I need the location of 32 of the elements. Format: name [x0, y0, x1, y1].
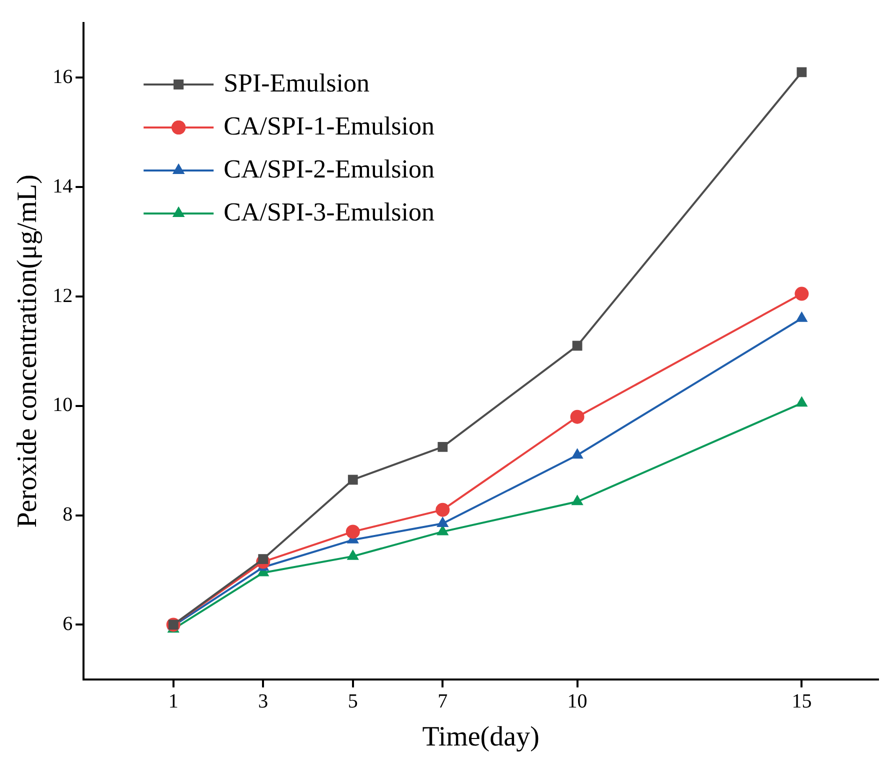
- y-axis-title: Peroxide concentration(μg/mL): [12, 174, 44, 528]
- legend-label: CA/SPI-2-Emulsion: [224, 154, 435, 184]
- y-tick-label: 8: [62, 504, 73, 526]
- point: [438, 442, 448, 452]
- y-tick-label: 14: [52, 175, 73, 198]
- point: [571, 494, 584, 506]
- legend-label: CA/SPI-1-Emulsion: [224, 111, 435, 140]
- x-tick-label: 5: [348, 690, 358, 713]
- y-tick-label: 16: [52, 66, 73, 88]
- y-tick-label: 12: [52, 284, 73, 307]
- y-tick-label: 10: [52, 394, 73, 416]
- point: [570, 410, 584, 424]
- point: [346, 524, 360, 539]
- x-tick-label: 10: [567, 690, 588, 713]
- point: [436, 516, 449, 528]
- point: [346, 549, 359, 560]
- point: [571, 448, 584, 459]
- point: [348, 474, 358, 485]
- legend-label: SPI-Emulsion: [224, 68, 370, 98]
- point: [796, 67, 807, 78]
- point: [436, 502, 450, 517]
- x-tick-label: 7: [438, 690, 448, 713]
- x-tick-label: 15: [792, 690, 812, 713]
- x-tick-label: 3: [258, 690, 268, 713]
- legend-label: CA/SPI-3-Emulsion: [224, 197, 435, 226]
- x-tick-label: 1: [168, 690, 178, 713]
- point: [796, 396, 808, 407]
- point: [794, 286, 809, 301]
- y-tick-label: 6: [62, 612, 73, 635]
- x-axis-title: Time(day): [422, 722, 540, 753]
- point: [796, 311, 808, 322]
- point: [572, 340, 582, 351]
